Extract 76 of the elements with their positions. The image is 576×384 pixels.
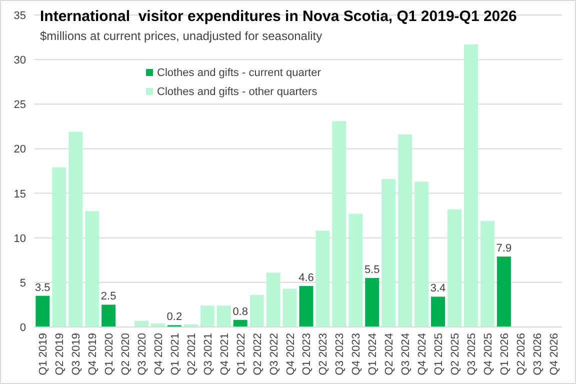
bar: [52, 167, 66, 327]
bar: [496, 256, 511, 327]
x-tick-label: Q3 2021: [202, 333, 214, 376]
bar: [266, 272, 280, 327]
x-tick-label: Q1 2025: [433, 333, 446, 376]
y-tick-label: 25: [14, 99, 26, 112]
data-label: 3.5: [35, 282, 50, 294]
bar: [85, 211, 100, 327]
x-tick-label: Q4 2023: [350, 333, 363, 376]
x-tick-label: Q1 2021: [169, 333, 182, 376]
y-tick-label: 30: [14, 54, 26, 67]
x-tick-label: Q1 2023: [301, 333, 314, 376]
y-tick-label: 5: [20, 277, 26, 290]
x-tick-label: Q3 2022: [268, 333, 280, 376]
y-tick-label: 0: [20, 322, 26, 334]
x-tick-label: Q2 2022: [252, 333, 264, 376]
bar: [448, 209, 462, 327]
data-label: 4.6: [298, 272, 314, 284]
x-tick-label: Q4 2020: [152, 333, 165, 376]
bar: [282, 288, 297, 327]
x-tick-label: Q3 2019: [70, 333, 83, 376]
x-tick-label: Q3 2024: [400, 333, 412, 376]
bar: [102, 304, 116, 327]
x-tick-label: Q1 2024: [367, 333, 380, 376]
legend-label: Clothes and gifts - other quarters: [157, 86, 318, 98]
x-tick-label: Q3 2026: [532, 333, 544, 376]
y-tick-label: 10: [14, 232, 26, 245]
x-tick-label: Q4 2025: [482, 333, 494, 376]
bar: [414, 182, 429, 327]
bar: [250, 294, 264, 327]
x-tick-label: Q1 2020: [104, 333, 116, 376]
x-tick-label: Q2 2019: [54, 333, 66, 376]
x-tick-label: Q4 2019: [87, 333, 100, 376]
bar: [316, 230, 330, 327]
bar: [233, 320, 248, 327]
y-tick-label: 15: [14, 188, 26, 200]
text: $millions at current prices, unadjusted for seasonality: [40, 29, 322, 43]
bar: [68, 132, 83, 327]
legend-label: Clothes and gifts - current quarter: [157, 67, 322, 79]
x-tick-label: Q1 2026: [498, 333, 511, 376]
x-tick-label: Q3 2023: [334, 333, 346, 376]
bar: [382, 179, 396, 327]
bar: [431, 296, 446, 327]
data-label: 5.5: [364, 264, 380, 276]
bar: [365, 278, 380, 327]
bar: [36, 296, 50, 327]
chart-title: International visitor expenditures in Nova Scotia, Q1 2019-Q1 2026: [40, 8, 517, 25]
data-label: 0.8: [232, 306, 248, 318]
y-tick-label: 35: [14, 10, 26, 22]
x-tick-label: Q4 2022: [284, 333, 297, 376]
data-label: 2.5: [100, 290, 116, 303]
x-tick-label: Q2 2026: [515, 333, 528, 376]
bar: [480, 220, 494, 327]
x-tick-label: Q4 2024: [416, 333, 429, 376]
x-tick-label: Q1 2022: [235, 333, 248, 376]
x-tick-label: Q3 2020: [136, 333, 148, 376]
y-tick-label: 20: [14, 144, 26, 156]
x-tick-label: Q2 2020: [120, 333, 132, 376]
x-tick-label: Q2 2025: [450, 333, 462, 376]
x-tick-label: Q2 2021: [186, 333, 198, 376]
data-label: 0.2: [166, 311, 182, 324]
bar: [464, 44, 478, 327]
bar: [216, 306, 231, 327]
bar: [398, 134, 412, 327]
x-tick-label: Q2 2023: [318, 333, 330, 376]
x-tick-label: Q3 2025: [466, 333, 478, 376]
bar: [348, 214, 363, 327]
bar: [200, 306, 214, 327]
bar: [332, 121, 346, 327]
data-label: 3.4: [430, 282, 446, 295]
x-tick-label: Q1 2019: [38, 333, 50, 376]
x-tick-label: Q4 2026: [548, 333, 560, 376]
x-tick-label: Q2 2024: [384, 333, 396, 376]
x-tick-label: Q4 2021: [218, 333, 231, 376]
bar: [299, 286, 314, 327]
data-label: 7.9: [496, 242, 512, 255]
